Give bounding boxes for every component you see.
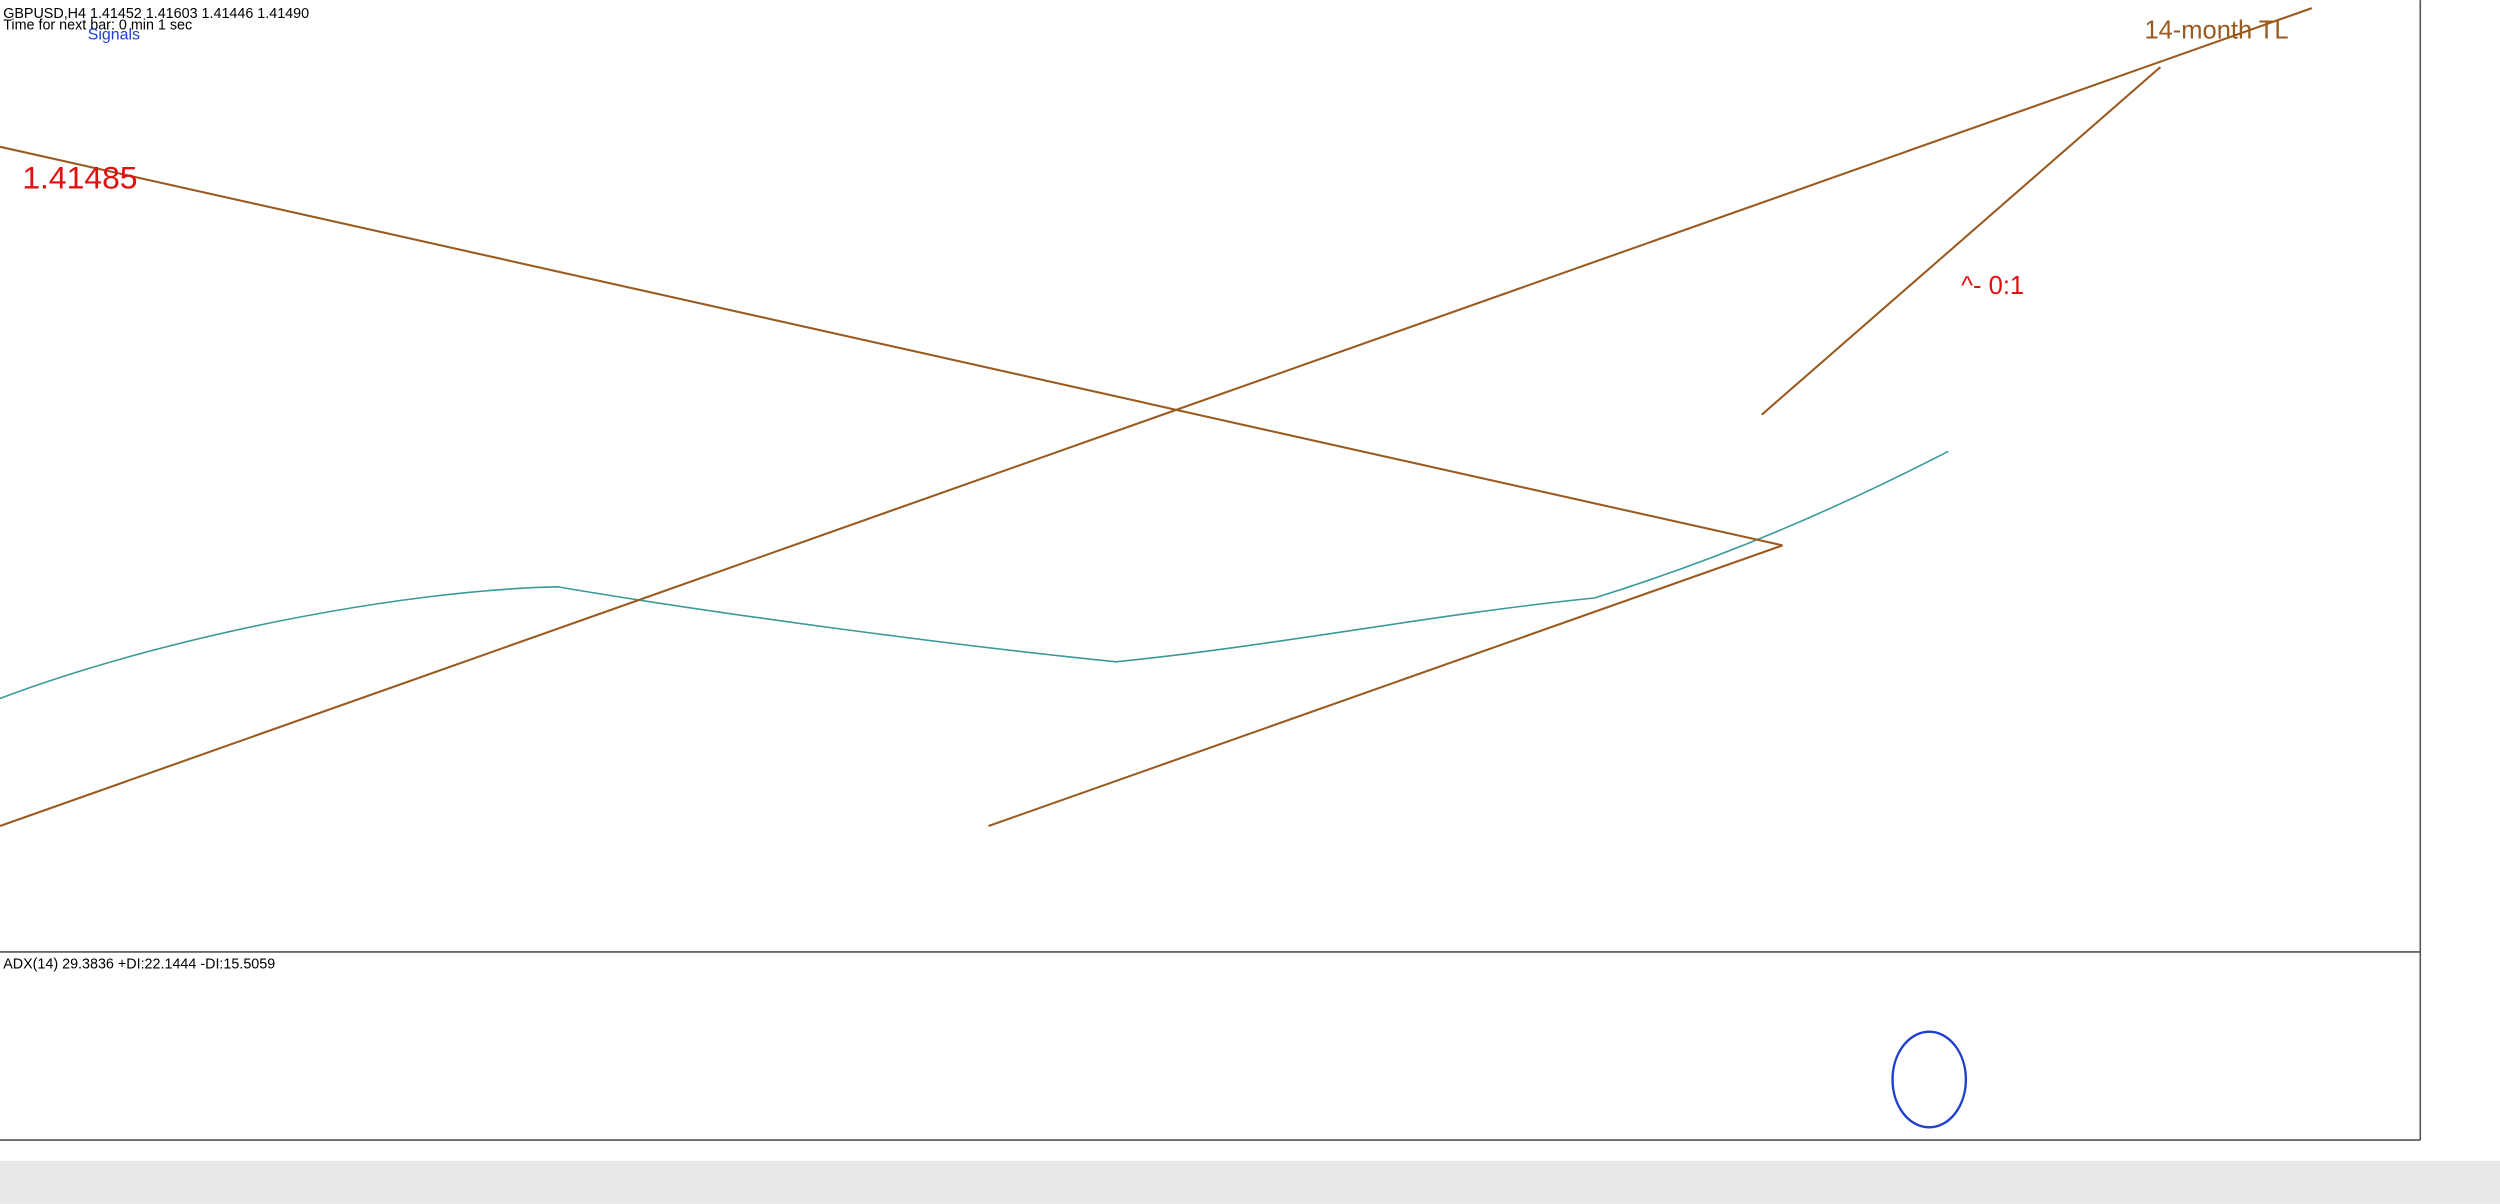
trend-line <box>0 7 2313 827</box>
timer: Time for next bar: 0 min 1 sec <box>3 17 192 33</box>
signals-title: Signals <box>88 26 140 43</box>
trend-line <box>988 544 1783 827</box>
annotation: 14-month TL <box>2144 17 2288 45</box>
trend-line <box>0 145 1783 547</box>
price-display: 1.41485 <box>22 160 137 196</box>
annotation: ^- 0:1 <box>1961 272 2024 300</box>
trend-line <box>1761 66 2162 416</box>
adx-title: ADX(14) 29.3836 +DI:22.1444 -DI:15.5059 <box>3 957 275 973</box>
highlight-circle <box>1891 1030 1968 1129</box>
tab-bar <box>0 1160 2500 1204</box>
trend-lines <box>0 7 2313 827</box>
symbol-info: GBPUSD,H4 1.41452 1.41603 1.41446 1.4149… <box>3 6 309 22</box>
moving-average <box>0 450 1949 700</box>
